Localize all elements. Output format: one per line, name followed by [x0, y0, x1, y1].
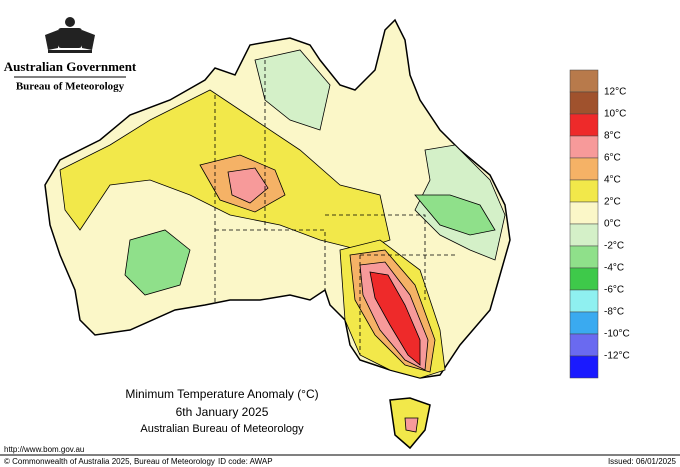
- map-title: Minimum Temperature Anomaly (°C): [125, 387, 318, 401]
- tasmania-pink: [404, 417, 419, 433]
- legend-label: 4°C: [604, 175, 621, 186]
- legend-label: -12°C: [604, 351, 630, 362]
- footer-url: http://www.bom.gov.au: [4, 445, 84, 454]
- legend-swatch: [569, 289, 599, 313]
- greener-east: [414, 194, 496, 236]
- footer-issued: Issued: 06/01/2025: [608, 457, 677, 466]
- legend-swatch: [569, 245, 599, 269]
- legend-swatch: [569, 179, 599, 203]
- legend-label: 12°C: [604, 87, 626, 98]
- footer-copyright: © Commonwealth of Australia 2025, Bureau…: [4, 457, 215, 466]
- legend-label: -10°C: [604, 329, 630, 340]
- green-west: [124, 229, 191, 296]
- pink-centre: [227, 167, 269, 204]
- emblem: [45, 17, 95, 53]
- legend-label: -8°C: [604, 307, 624, 318]
- red-southeast: [369, 271, 421, 366]
- legend-label: -6°C: [604, 285, 624, 296]
- legend-label: 8°C: [604, 131, 621, 142]
- legend-label: 10°C: [604, 109, 626, 120]
- legend-swatch: [569, 267, 599, 291]
- map-source: Australian Bureau of Meteorology: [140, 423, 304, 435]
- state-borders: [214, 60, 455, 355]
- legend: 12°C 10°C 8°C 6°C 4°C 2°C 0°C -2°C -4°C -6°C -8°C -…: [569, 69, 630, 379]
- legend-swatch: [569, 355, 599, 379]
- map-date: 6th January 2025: [176, 405, 269, 419]
- legend-swatch: [569, 333, 599, 357]
- legend-swatch: [569, 135, 599, 159]
- footer-id-code: ID code: AWAP: [218, 457, 273, 466]
- legend-label: 2°C: [604, 197, 621, 208]
- green-north: [254, 49, 331, 131]
- legend-swatch: [569, 91, 599, 115]
- legend-swatch: [569, 311, 599, 335]
- legend-label: 0°C: [604, 219, 621, 230]
- legend-swatch: [569, 223, 599, 247]
- government-name: Australian Government: [4, 59, 137, 74]
- legend-label: -4°C: [604, 263, 624, 274]
- legend-swatch: [569, 201, 599, 225]
- legend-label: -2°C: [604, 241, 624, 252]
- legend-label: 6°C: [604, 153, 621, 164]
- map: [44, 18, 511, 450]
- agency-name: Bureau of Meteorology: [16, 81, 125, 93]
- legend-swatch: [569, 113, 599, 137]
- legend-swatch: [569, 157, 599, 181]
- legend-swatch: [569, 69, 599, 93]
